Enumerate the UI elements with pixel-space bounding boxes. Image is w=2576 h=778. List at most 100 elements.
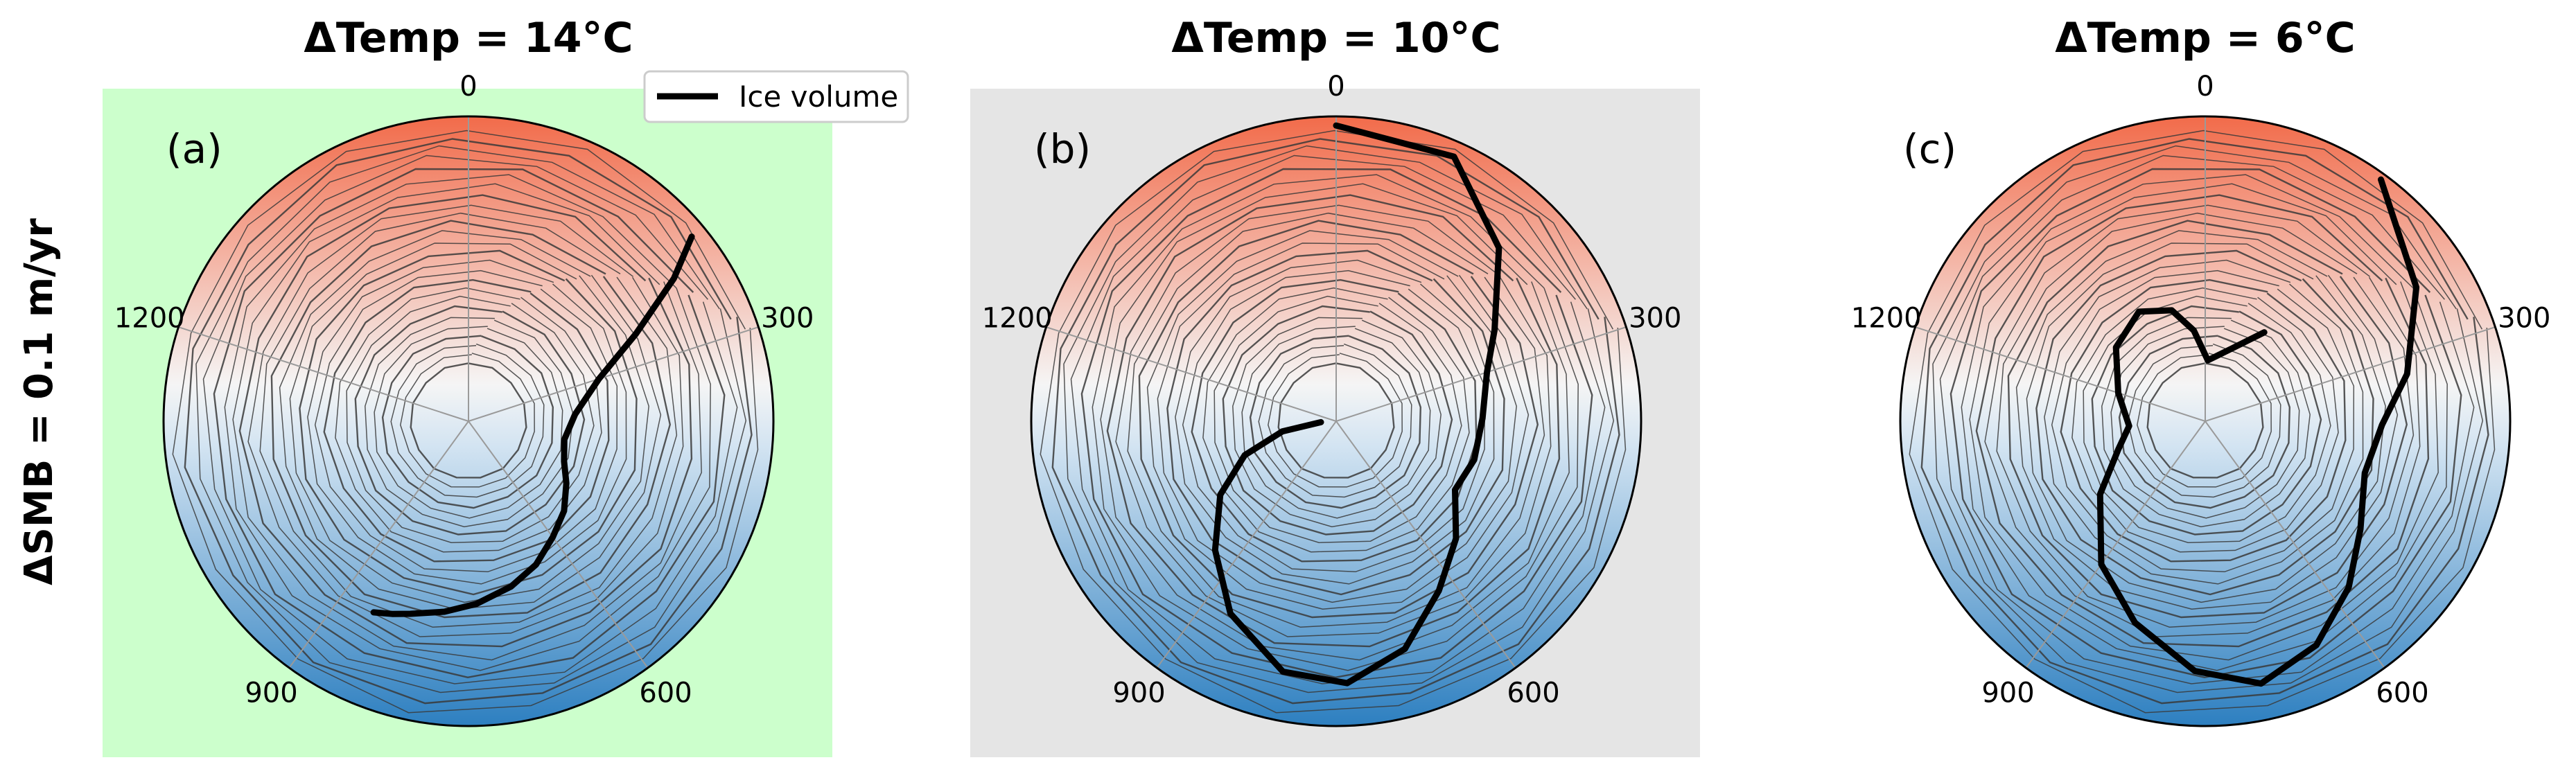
series-point: [2132, 620, 2137, 625]
contour-line: [2015, 230, 2399, 610]
series-point: [2205, 358, 2210, 363]
contour-line: [1258, 343, 1412, 498]
contour-line: [1202, 287, 1470, 553]
polar-panel-3: ΔTemp = 6°C 0 300 600 900 1200 (c): [1851, 14, 2550, 727]
series-point: [1218, 493, 1223, 497]
polar-frame: [1030, 115, 1642, 727]
contour-lines: [1909, 130, 2496, 714]
series-point: [2405, 371, 2410, 376]
contour-line: [2026, 242, 2386, 603]
series-point: [2314, 643, 2319, 648]
series-point: [2228, 347, 2233, 352]
contour-line: [335, 287, 602, 553]
spoke-300: [468, 326, 759, 422]
contour-line: [279, 230, 662, 610]
contour-line: [1984, 204, 2421, 637]
contour-line: [2044, 259, 2364, 585]
series-point: [534, 563, 538, 567]
spoke-300: [2205, 326, 2496, 422]
series-point: [2363, 470, 2367, 475]
contour-line: [2060, 279, 2347, 563]
contour-line: [1961, 174, 2448, 671]
series-point: [1453, 488, 1457, 492]
polar-panel-2: ΔTemp = 10°C 0 300 600 900 1200 (b): [970, 14, 1700, 757]
legend-label: Ice volume: [739, 80, 898, 114]
contour-line: [1191, 279, 1478, 563]
series-point: [2191, 328, 2196, 333]
spoke-600: [2205, 421, 2385, 669]
contour-line: [2051, 269, 2355, 573]
contour-line: [307, 259, 627, 585]
tick-label-1200: 1200: [114, 302, 185, 334]
contour-lines: [172, 130, 759, 714]
panel-title: ΔTemp = 6°C: [2055, 14, 2355, 62]
series-point: [633, 331, 638, 336]
tick-label-0: 0: [2196, 71, 2214, 103]
contour-line: [289, 242, 649, 603]
contour-line: [1051, 138, 1620, 705]
contour-line: [1249, 335, 1422, 509]
contour-line: [184, 138, 753, 705]
contour-line: [381, 335, 554, 509]
series-point: [1452, 154, 1456, 159]
contour-line: [1232, 317, 1442, 528]
contour-line: [1277, 362, 1395, 479]
contour-line: [1175, 259, 1495, 585]
contour-lines: [1040, 130, 1627, 714]
contour-line: [270, 220, 672, 619]
series-point: [561, 509, 566, 513]
series-point: [572, 412, 577, 417]
series-point: [562, 437, 567, 442]
series-point: [2137, 309, 2141, 314]
series-point: [2098, 492, 2103, 497]
series-point: [1484, 370, 1489, 375]
series-point: [672, 276, 676, 281]
contour-line: [1138, 220, 1539, 619]
spoke-300: [1335, 326, 1627, 422]
spoke-1200: [1046, 326, 1337, 422]
legend: Ice volume: [643, 70, 909, 123]
panel-title: ΔTemp = 10°C: [1171, 14, 1500, 62]
series-point: [1213, 548, 1218, 552]
tick-label-900: 900: [245, 678, 297, 709]
contour-line: [2137, 353, 2272, 488]
spoke-1200: [178, 326, 469, 422]
contour-line: [390, 343, 545, 498]
spoke-900: [2025, 421, 2206, 669]
series-point: [2116, 391, 2121, 396]
contour-line: [346, 295, 595, 543]
series-point: [2116, 447, 2121, 452]
series-point: [2378, 177, 2383, 182]
polar-frame: [1899, 115, 2512, 727]
series-point: [1280, 429, 1285, 434]
series-point: [2259, 681, 2263, 686]
contour-line: [1939, 154, 2475, 684]
series-point: [1243, 453, 1247, 458]
series-point: [2114, 345, 2119, 350]
spoke-900: [1156, 421, 1337, 669]
contour-line: [1166, 249, 1505, 596]
panel-label: (b): [1034, 125, 1091, 173]
series-point: [564, 481, 569, 486]
series-point: [389, 612, 394, 617]
series-point: [1281, 669, 1286, 674]
spoke-600: [1335, 421, 1516, 669]
series-point: [1344, 681, 1349, 686]
contour-line: [1975, 194, 2430, 648]
contour-line: [1092, 174, 1579, 671]
contour-line: [1996, 212, 2415, 628]
series-point: [1403, 646, 1408, 651]
contour-line: [1932, 145, 2484, 693]
contour-line: [238, 194, 693, 648]
panel-label: (c): [1903, 125, 1956, 173]
series-point: [2358, 527, 2363, 531]
series-point: [2192, 669, 2197, 673]
spoke-600: [468, 421, 649, 669]
series-point: [1472, 457, 1477, 462]
legend-box: [643, 70, 909, 123]
tick-label-0: 0: [1327, 71, 1344, 103]
series-point: [1319, 420, 1323, 425]
series-point: [690, 234, 694, 239]
tick-label-300: 300: [1629, 302, 1681, 334]
contour-line: [1909, 130, 2496, 714]
